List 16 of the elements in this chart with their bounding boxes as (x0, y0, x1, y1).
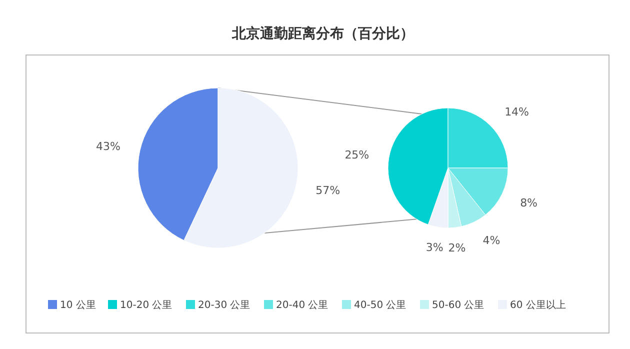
legend-label: 60 公里以上 (510, 299, 566, 311)
data-label: 8% (520, 196, 538, 210)
data-label: 57% (316, 184, 340, 197)
chart-title: 北京通勤距离分布（百分比） (231, 25, 414, 42)
data-label: 3% (426, 240, 444, 254)
data-label: 4% (482, 234, 500, 248)
data-label: 43% (96, 140, 120, 154)
data-label: 2% (448, 241, 466, 254)
legend-label: 10-20 公里 (120, 299, 172, 311)
data-label: 25% (344, 148, 370, 162)
legend-label: 50-60 公里 (432, 299, 484, 311)
legend-label: 10 公里 (60, 299, 96, 311)
legend-label: 20-30 公里 (198, 299, 250, 311)
data-label: 14% (504, 105, 530, 118)
legend-label: 20-40 公里 (276, 299, 328, 311)
legend-label: 40-50 公里 (354, 299, 406, 311)
